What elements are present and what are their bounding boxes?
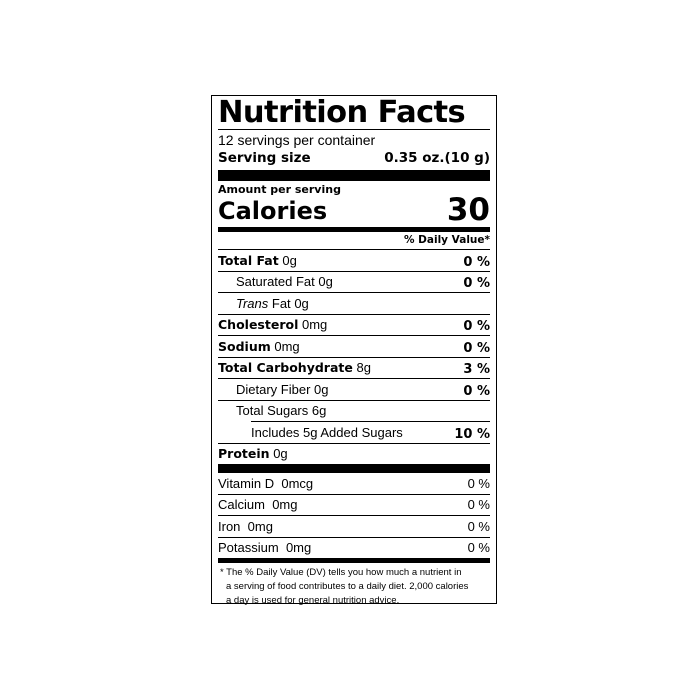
nutrient-amount: 6g bbox=[311, 403, 327, 419]
nutrient-amount: 8g bbox=[356, 360, 371, 376]
nutrient-amount: 0g bbox=[314, 381, 329, 397]
nutrient-row-total-fat: Total Fat 0g 0 % bbox=[218, 250, 490, 272]
vitamin-row-vitamin-d: Vitamin D 0mcg 0 % bbox=[218, 473, 490, 495]
vitamin-dv: 0 % bbox=[467, 540, 490, 556]
vitamin-name: Potassium bbox=[218, 540, 279, 556]
nutrient-amount: 0g bbox=[282, 252, 297, 268]
serving-size-label: Serving size bbox=[218, 150, 311, 166]
nutrient-row-saturated-fat: Saturated Fat 0g 0 % bbox=[218, 272, 490, 293]
nutrient-amount: 0mg bbox=[301, 317, 328, 333]
nutrient-amount: 0g bbox=[273, 446, 288, 462]
vitamin-name: Vitamin D bbox=[218, 475, 275, 491]
nutrient-name-rest: Fat bbox=[271, 295, 291, 311]
nutrient-name: Saturated Fat bbox=[236, 274, 315, 290]
nutrient-amount: 0g bbox=[294, 295, 309, 311]
footnote-line: * The % Daily Value (DV) tells you how m… bbox=[220, 567, 462, 578]
serving-size-row: Serving size 0.35 oz.(10 g) bbox=[218, 149, 490, 167]
nutrient-dv: 0 % bbox=[463, 383, 490, 399]
daily-value-header: % Daily Value* bbox=[218, 232, 490, 250]
serving-size-value: 0.35 oz.(10 g) bbox=[384, 150, 490, 166]
calories-row: Calories 30 bbox=[218, 192, 490, 228]
calories-value: 30 bbox=[446, 192, 490, 228]
nutrient-row-protein: Protein 0g bbox=[218, 444, 490, 465]
footnote-line: a serving of food contributes to a daily… bbox=[226, 581, 469, 592]
nutrient-name: Total Sugars bbox=[236, 403, 309, 419]
vitamin-name: Iron bbox=[218, 518, 241, 534]
nutrient-dv: 0 % bbox=[463, 276, 490, 292]
vitamin-row-iron: Iron 0mg 0 % bbox=[218, 516, 490, 538]
nutrient-dv: 3 % bbox=[463, 362, 490, 378]
vitamin-dv: 0 % bbox=[467, 497, 490, 513]
nutrient-dv: 10 % bbox=[454, 426, 490, 442]
nutrient-row-total-carbohydrate: Total Carbohydrate 8g 3 % bbox=[218, 358, 490, 379]
nutrient-name: Sodium bbox=[218, 338, 271, 354]
nutrient-name: Cholesterol bbox=[218, 317, 299, 333]
servings-per-container: 12 servings per container bbox=[218, 132, 376, 148]
nutrient-row-cholesterol: Cholesterol 0mg 0 % bbox=[218, 315, 490, 336]
amount-per-serving: Amount per serving bbox=[218, 183, 341, 196]
nutrient-row-sodium: Sodium 0mg 0 % bbox=[218, 336, 490, 358]
nutrient-row-added-sugars: Includes 5g Added Sugars 10 % bbox=[218, 422, 490, 444]
label-title: Nutrition Facts bbox=[218, 96, 490, 130]
nutrient-amount: 0g bbox=[318, 274, 333, 290]
nutrient-row-trans-fat: Trans Fat 0g bbox=[218, 293, 490, 315]
vitamin-amount: 0mg bbox=[285, 540, 312, 556]
vitamin-row-potassium: Potassium 0mg 0 % bbox=[218, 538, 490, 559]
vitamin-amount: 0mcg bbox=[281, 475, 314, 491]
calories-label: Calories bbox=[218, 197, 328, 225]
nutrient-dv: 0 % bbox=[463, 340, 490, 356]
vitamin-row-calcium: Calcium 0mg 0 % bbox=[218, 495, 490, 516]
nutrient-row-dietary-fiber: Dietary Fiber 0g 0 % bbox=[218, 379, 490, 401]
vitamin-amount: 0mg bbox=[247, 518, 273, 534]
nutrient-name: Includes 5g Added Sugars bbox=[251, 424, 403, 440]
medium-divider bbox=[218, 227, 490, 232]
vitamin-name: Calcium bbox=[218, 497, 265, 513]
indented-divider bbox=[251, 421, 490, 422]
nutrient-dv: 0 % bbox=[463, 319, 490, 335]
thick-divider bbox=[218, 170, 490, 181]
footnote-line: a day is used for general nutrition advi… bbox=[226, 595, 400, 606]
nutrient-name: Protein bbox=[218, 446, 270, 462]
nutrient-amount: 0mg bbox=[274, 338, 300, 354]
nutrient-row-total-sugars: Total Sugars 6g bbox=[218, 401, 490, 422]
nutrition-facts-label: Nutrition Facts 12 servings per containe… bbox=[211, 95, 497, 606]
nutrient-name: Total Carbohydrate bbox=[218, 360, 353, 376]
footnote: * The % Daily Value (DV) tells you how m… bbox=[218, 566, 490, 608]
nutrient-name: Total Fat bbox=[218, 252, 279, 268]
nutrient-dv: 0 % bbox=[463, 254, 490, 270]
thick-divider bbox=[218, 464, 490, 473]
vitamin-dv: 0 % bbox=[467, 475, 490, 491]
vitamin-amount: 0mg bbox=[272, 497, 298, 513]
nutrient-name: Dietary Fiber bbox=[236, 381, 311, 397]
nutrient-name: Trans bbox=[236, 295, 269, 311]
medium-divider bbox=[218, 558, 490, 563]
vitamin-dv: 0 % bbox=[467, 518, 490, 534]
